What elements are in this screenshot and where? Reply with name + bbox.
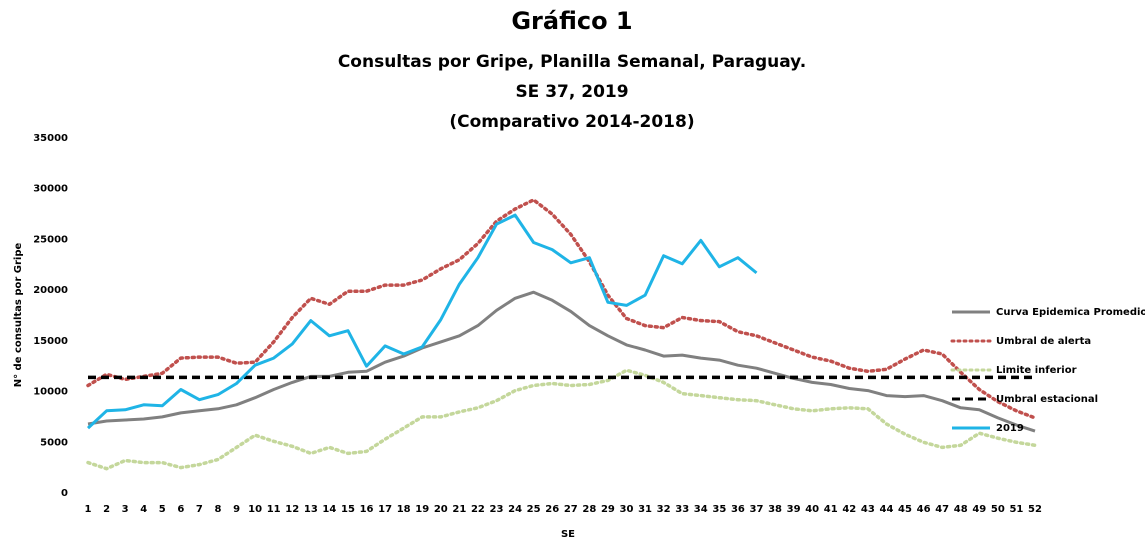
x-tick-label: 18 <box>397 504 411 515</box>
x-tick-label: 29 <box>601 504 615 515</box>
x-tick-label: 5 <box>159 504 166 515</box>
x-tick-label: 27 <box>564 504 578 515</box>
x-tick-label: 51 <box>1009 504 1023 515</box>
x-tick-label: 10 <box>248 504 262 515</box>
chart-title: Gráfico 1 <box>511 7 632 35</box>
series-line <box>86 213 758 430</box>
x-tick-label: 42 <box>842 504 856 515</box>
x-tick-label: 6 <box>177 504 184 515</box>
x-tick-label: 45 <box>898 504 912 515</box>
legend-label: Umbral estacional <box>996 394 1098 405</box>
y-tick-label: 5000 <box>40 437 68 448</box>
x-tick-label: 30 <box>620 504 634 515</box>
x-tick-label: 49 <box>972 504 986 515</box>
x-axis-label: SE <box>561 529 575 540</box>
x-tick-label: 3 <box>122 504 129 515</box>
legend-label: Umbral de alerta <box>996 336 1091 347</box>
x-tick-label: 28 <box>582 504 596 515</box>
x-tick-label: 40 <box>805 504 819 515</box>
x-tick-label: 37 <box>750 504 764 515</box>
y-tick-label: 15000 <box>33 336 68 347</box>
chart-subtitle: SE 37, 2019 <box>515 82 628 102</box>
x-tick-label: 52 <box>1028 504 1042 515</box>
x-tick-label: 16 <box>360 504 374 515</box>
x-tick-label: 25 <box>527 504 541 515</box>
x-tick-label: 26 <box>545 504 559 515</box>
x-tick-label: 36 <box>731 504 745 515</box>
x-tick-label: 4 <box>140 504 147 515</box>
y-tick-label: 20000 <box>33 285 68 296</box>
x-tick-label: 50 <box>991 504 1005 515</box>
x-tick-label: 35 <box>712 504 726 515</box>
x-tick-label: 12 <box>285 504 299 515</box>
x-tick-label: 31 <box>638 504 652 515</box>
x-tick-label: 34 <box>694 504 708 515</box>
x-tick-label: 13 <box>304 504 318 515</box>
x-tick-label: 1 <box>85 504 92 515</box>
x-tick-label: 43 <box>861 504 875 515</box>
chart-subtitle: Consultas por Gripe, Planilla Semanal, P… <box>338 52 806 72</box>
x-tick-label: 8 <box>214 504 221 515</box>
x-tick-label: 21 <box>452 504 466 515</box>
y-tick-label: 0 <box>61 488 68 499</box>
x-tick-label: 41 <box>824 504 838 515</box>
x-tick-label: 23 <box>490 504 504 515</box>
x-tick-label: 46 <box>917 504 931 515</box>
y-tick-label: 10000 <box>33 387 68 398</box>
x-tick-label: 22 <box>471 504 485 515</box>
x-tick-label: 33 <box>675 504 689 515</box>
x-tick-label: 14 <box>322 504 336 515</box>
x-tick-label: 32 <box>657 504 671 515</box>
y-tick-label: 25000 <box>33 234 68 245</box>
x-tick-label: 9 <box>233 504 240 515</box>
x-tick-label: 2 <box>103 504 110 515</box>
x-tick-label: 44 <box>879 504 893 515</box>
x-tick-label: 15 <box>341 504 355 515</box>
legend-label: Curva Epidemica Promedio <box>996 307 1145 318</box>
x-tick-label: 47 <box>935 504 949 515</box>
y-tick-label: 35000 <box>33 133 68 144</box>
x-tick-label: 11 <box>267 504 281 515</box>
legend-label: 2019 <box>996 423 1024 434</box>
y-axis-label: N° de consultas por Gripe <box>13 242 24 387</box>
series-line <box>86 198 1037 420</box>
y-tick-label: 30000 <box>33 184 68 195</box>
x-tick-label: 17 <box>378 504 392 515</box>
x-tick-label: 24 <box>508 504 522 515</box>
x-tick-label: 7 <box>196 504 203 515</box>
x-tick-label: 48 <box>954 504 968 515</box>
series-line <box>87 290 1036 433</box>
x-tick-label: 20 <box>434 504 448 515</box>
series-line <box>86 368 1037 471</box>
x-tick-label: 38 <box>768 504 782 515</box>
chart-subtitle: (Comparativo 2014-2018) <box>449 112 694 132</box>
legend-label: Limite inferior <box>996 365 1077 376</box>
x-tick-label: 39 <box>787 504 801 515</box>
x-tick-label: 19 <box>415 504 429 515</box>
